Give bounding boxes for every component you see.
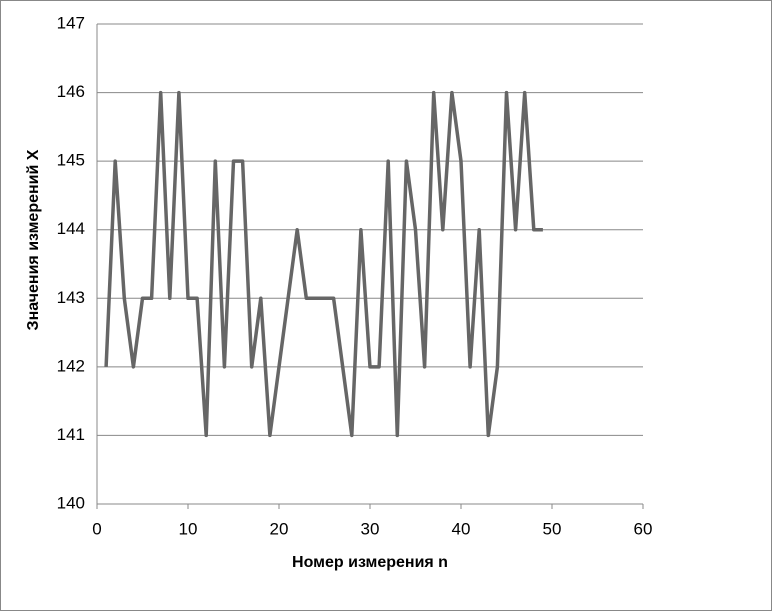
y-tick-label: 145 (57, 151, 85, 170)
y-tick-label: 146 (57, 82, 85, 101)
x-tick-label: 50 (543, 519, 562, 538)
x-tick-label: 0 (92, 519, 101, 538)
x-axis-label: Номер измерения n (292, 554, 448, 571)
x-tick-label: 30 (361, 519, 380, 538)
x-tick-label: 10 (179, 519, 198, 538)
y-tick-label: 147 (57, 13, 85, 32)
y-tick-label: 141 (57, 425, 85, 444)
y-tick-label: 144 (57, 219, 85, 238)
y-axis-label: Значения измерений X (25, 149, 42, 330)
y-tick-label: 140 (57, 493, 85, 512)
x-tick-label: 20 (270, 519, 289, 538)
x-tick-label: 40 (452, 519, 471, 538)
y-tick-label: 142 (57, 356, 85, 375)
x-tick-label: 60 (634, 519, 653, 538)
y-tick-label: 143 (57, 288, 85, 307)
data-line (104, 90, 543, 438)
